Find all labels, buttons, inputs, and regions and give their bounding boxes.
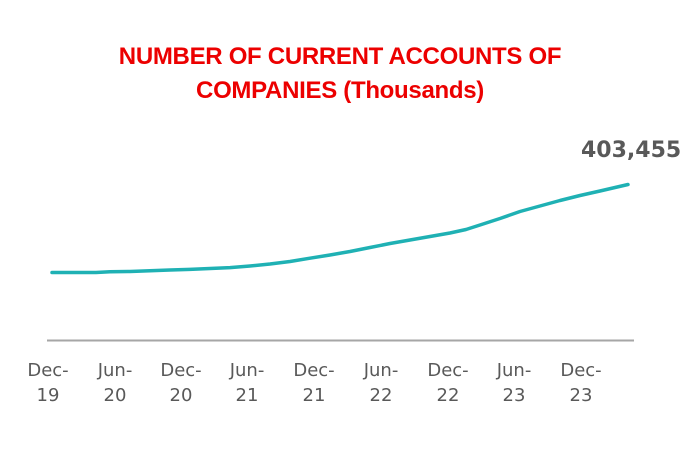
x-tick-dec-23: Dec- 23	[560, 360, 602, 406]
chart-title-line-2: COMPANIES (Thousands)	[196, 77, 484, 104]
x-tick-dec-19: Dec- 19	[27, 360, 69, 406]
x-tick-dec-22: Dec- 22	[427, 360, 469, 406]
x-tick-dec-21: Dec- 21	[293, 360, 335, 406]
chart-title: NUMBER OF CURRENT ACCOUNTS OF COMPANIES …	[0, 40, 680, 108]
chart-title-line-1: NUMBER OF CURRENT ACCOUNTS OF	[118, 43, 562, 70]
x-tick-jun-20: Jun- 20	[97, 360, 133, 406]
last-value-label: 403,455	[581, 138, 680, 163]
x-tick-jun-21: Jun- 21	[229, 360, 265, 406]
data-line	[50, 182, 630, 275]
x-tick-jun-23: Jun- 23	[496, 360, 532, 406]
x-tick-dec-20: Dec- 20	[160, 360, 202, 406]
x-tick-jun-22: Jun- 22	[363, 360, 399, 406]
